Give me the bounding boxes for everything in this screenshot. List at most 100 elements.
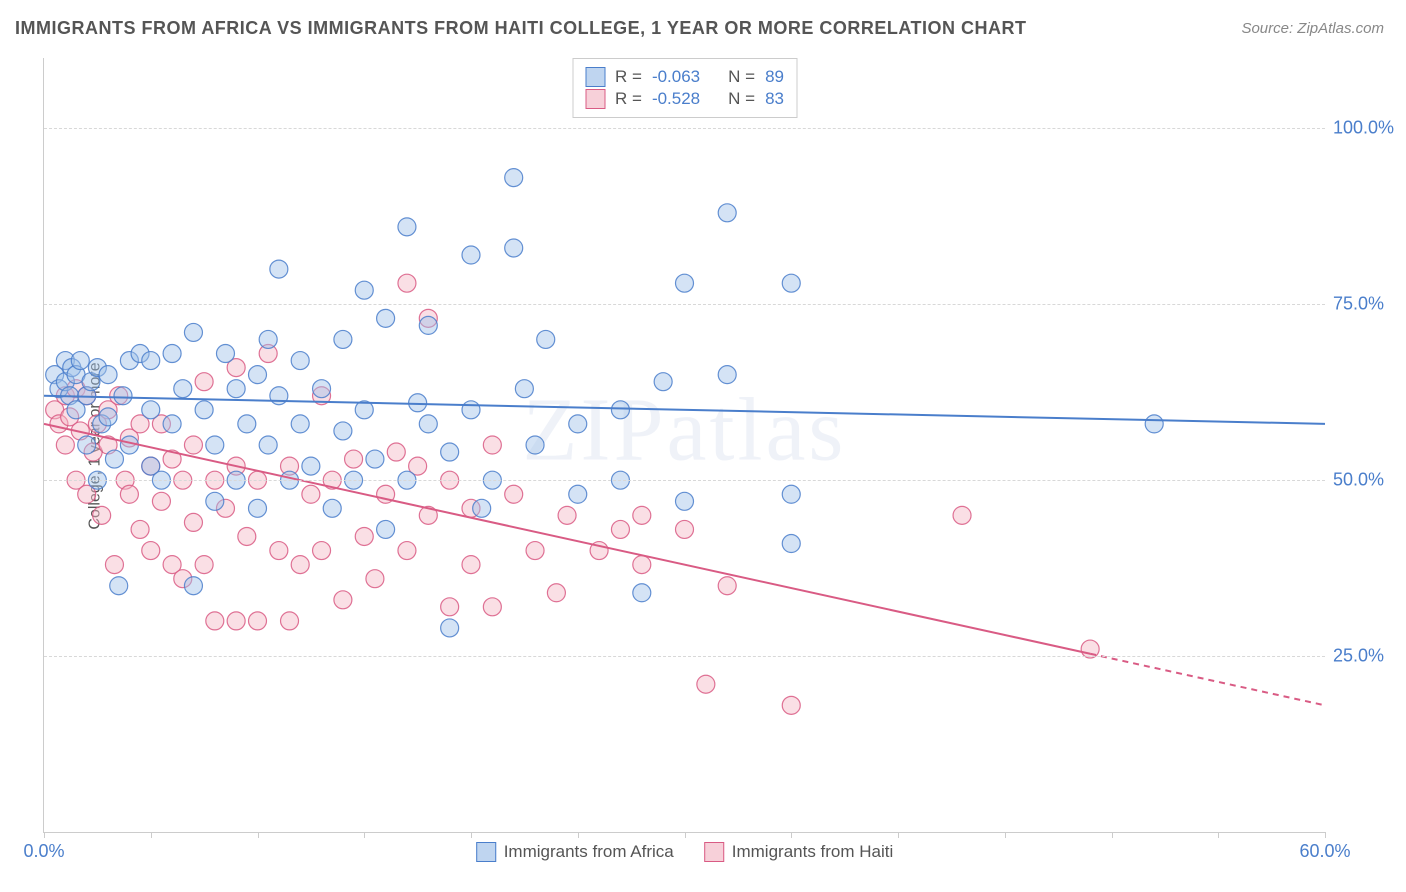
swatch-haiti-bottom <box>704 842 724 862</box>
data-point <box>718 366 736 384</box>
n-value-haiti: 83 <box>765 89 784 109</box>
data-point <box>611 401 629 419</box>
legend-item-haiti: Immigrants from Haiti <box>704 842 894 862</box>
legend-label-africa: Immigrants from Africa <box>504 842 674 862</box>
data-point <box>515 380 533 398</box>
data-point <box>206 492 224 510</box>
data-point <box>718 204 736 222</box>
data-point <box>291 556 309 574</box>
x-tick-mark <box>471 832 472 838</box>
x-tick-mark <box>578 832 579 838</box>
legend-label-haiti: Immigrants from Haiti <box>732 842 894 862</box>
data-point <box>483 436 501 454</box>
data-point <box>270 387 288 405</box>
r-label-africa: R = <box>615 67 642 87</box>
data-point <box>398 542 416 560</box>
n-label-haiti: N = <box>728 89 755 109</box>
data-point <box>366 450 384 468</box>
data-point <box>676 520 694 538</box>
x-tick-mark <box>258 832 259 838</box>
x-tick-mark <box>1005 832 1006 838</box>
data-point <box>419 316 437 334</box>
data-point <box>611 520 629 538</box>
data-point <box>259 436 277 454</box>
data-point <box>238 527 256 545</box>
grid-line <box>44 480 1325 481</box>
data-point <box>302 457 320 475</box>
data-point <box>105 450 123 468</box>
data-point <box>377 520 395 538</box>
x-tick-mark <box>791 832 792 838</box>
grid-line <box>44 304 1325 305</box>
x-tick-mark <box>898 832 899 838</box>
data-point <box>505 485 523 503</box>
regression-line-extrapolated <box>1090 654 1325 706</box>
data-point <box>633 506 651 524</box>
data-point <box>782 696 800 714</box>
data-point <box>355 527 373 545</box>
chart-title: IMMIGRANTS FROM AFRICA VS IMMIGRANTS FRO… <box>15 18 1026 39</box>
data-point <box>270 542 288 560</box>
data-point <box>345 450 363 468</box>
y-tick-label: 25.0% <box>1333 646 1403 667</box>
data-point <box>291 415 309 433</box>
data-point <box>633 556 651 574</box>
data-point <box>398 274 416 292</box>
x-tick-mark <box>44 832 45 838</box>
data-point <box>99 408 117 426</box>
data-point <box>782 485 800 503</box>
data-point <box>270 260 288 278</box>
chart-container: IMMIGRANTS FROM AFRICA VS IMMIGRANTS FRO… <box>0 0 1406 892</box>
data-point <box>110 577 128 595</box>
x-tick-mark <box>1112 832 1113 838</box>
data-point <box>654 373 672 391</box>
r-value-africa: -0.063 <box>652 67 700 87</box>
data-point <box>302 485 320 503</box>
plot-svg <box>44 58 1325 832</box>
data-point <box>281 612 299 630</box>
n-value-africa: 89 <box>765 67 784 87</box>
data-point <box>195 373 213 391</box>
data-point <box>206 612 224 630</box>
data-point <box>676 492 694 510</box>
legend-item-africa: Immigrants from Africa <box>476 842 674 862</box>
data-point <box>174 380 192 398</box>
data-point <box>105 556 123 574</box>
data-point <box>56 436 74 454</box>
data-point <box>195 401 213 419</box>
data-point <box>99 366 117 384</box>
x-tick-mark <box>151 832 152 838</box>
data-point <box>238 415 256 433</box>
data-point <box>697 675 715 693</box>
data-point <box>366 570 384 588</box>
data-point <box>195 556 213 574</box>
data-point <box>291 352 309 370</box>
data-point <box>184 323 202 341</box>
x-tick-mark <box>685 832 686 838</box>
legend-stats: R = -0.063 N = 89 R = -0.528 N = 83 <box>572 58 797 118</box>
n-label-africa: N = <box>728 67 755 87</box>
y-tick-label: 50.0% <box>1333 470 1403 491</box>
data-point <box>334 330 352 348</box>
swatch-africa-bottom <box>476 842 496 862</box>
data-point <box>377 309 395 327</box>
data-point <box>259 330 277 348</box>
data-point <box>71 352 89 370</box>
data-point <box>569 415 587 433</box>
data-point <box>163 415 181 433</box>
grid-line <box>44 128 1325 129</box>
data-point <box>184 513 202 531</box>
legend-stats-haiti: R = -0.528 N = 83 <box>585 89 784 109</box>
data-point <box>462 246 480 264</box>
data-point <box>152 492 170 510</box>
data-point <box>782 274 800 292</box>
data-point <box>78 436 96 454</box>
data-point <box>505 169 523 187</box>
x-tick-mark <box>1218 832 1219 838</box>
data-point <box>409 394 427 412</box>
data-point <box>334 422 352 440</box>
data-point <box>249 612 267 630</box>
source-label: Source: ZipAtlas.com <box>1241 20 1384 37</box>
data-point <box>131 520 149 538</box>
y-tick-label: 75.0% <box>1333 294 1403 315</box>
